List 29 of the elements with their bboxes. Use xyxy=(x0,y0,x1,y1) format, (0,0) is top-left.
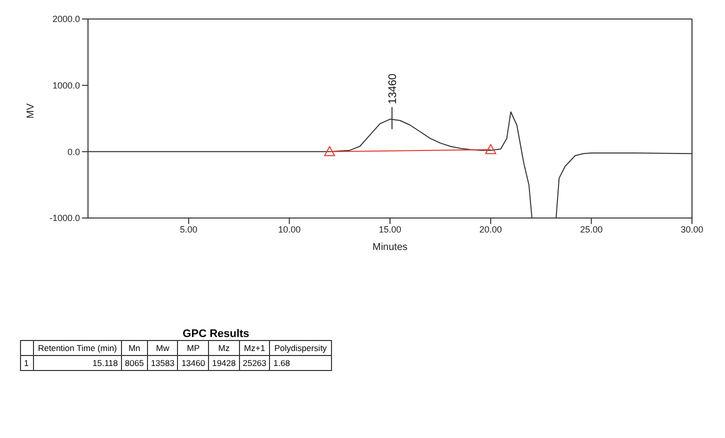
text: 1.68 xyxy=(270,356,332,370)
x-tick-label: 5.00 xyxy=(180,224,198,234)
text: 8065 xyxy=(121,356,148,370)
y-tick-label: 1000.0 xyxy=(52,80,80,91)
text: MP xyxy=(178,340,209,356)
x-tick-label: 30.00 xyxy=(680,224,704,234)
text: Retention Time (min) xyxy=(34,340,122,356)
text: Mz xyxy=(208,340,240,356)
annotation: 13460 xyxy=(387,74,400,104)
text: 13460 xyxy=(178,356,209,370)
text: Polydispersity xyxy=(270,340,332,356)
x-tick-label: 25.00 xyxy=(580,224,603,234)
y-tick-label: 2000.0 xyxy=(52,14,80,24)
x-tick-label: 10.00 xyxy=(278,224,301,234)
x-axis-title: Minutes xyxy=(372,242,408,253)
y-tick-label: 0.0 xyxy=(67,146,80,157)
x-tick-label: 20.00 xyxy=(479,224,502,234)
text: Mz+1 xyxy=(239,340,270,356)
text: Mn xyxy=(121,340,148,356)
text: 13583 xyxy=(147,356,178,370)
y-tick-label: -1000.0 xyxy=(49,213,80,224)
text: GPC Results xyxy=(182,328,250,340)
x-tick-label: 15.00 xyxy=(378,224,402,234)
text: 1 xyxy=(20,356,34,370)
text: 19428 xyxy=(208,356,240,370)
text: 25263 xyxy=(239,356,270,370)
y-axis-title: MV xyxy=(26,103,37,118)
text: Mw xyxy=(147,340,178,356)
text: 15.118 xyxy=(34,356,122,370)
